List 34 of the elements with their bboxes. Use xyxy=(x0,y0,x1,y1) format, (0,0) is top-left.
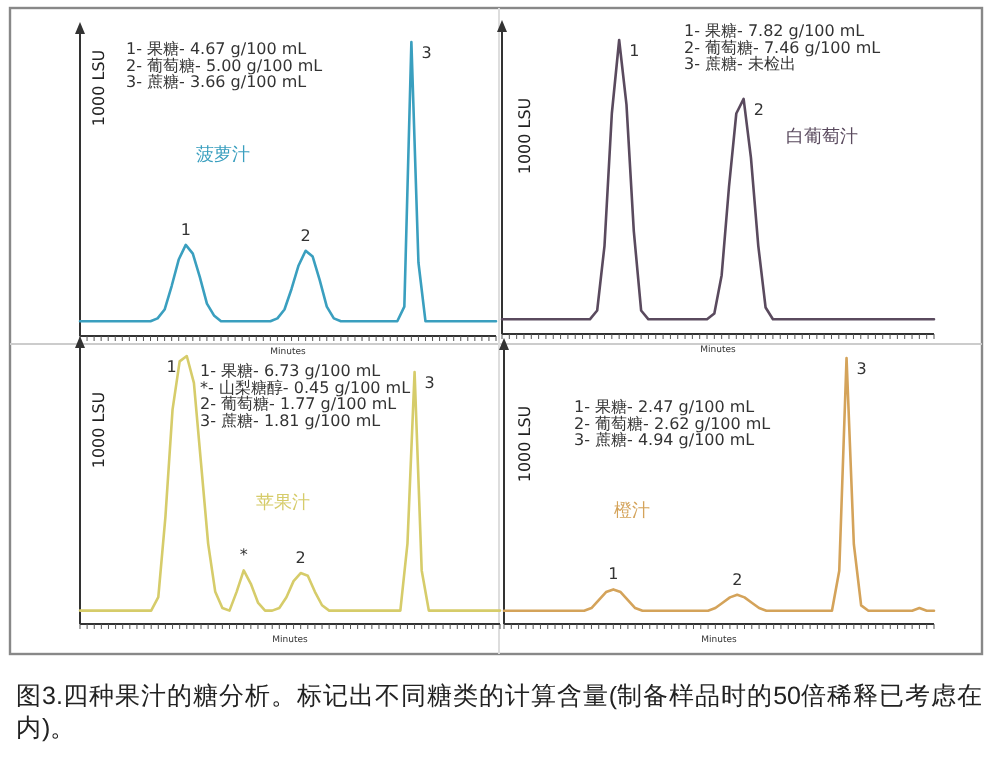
annotation: 1 xyxy=(166,358,177,376)
annotation: 1 xyxy=(180,220,191,239)
y-axis-title: 1000 LSU xyxy=(516,97,534,175)
annotation: 3 xyxy=(856,360,867,378)
annotation: *- 山梨糖醇- 0.45 g/100 mL xyxy=(200,378,412,397)
text: 橙汁 xyxy=(614,500,650,522)
annotation: 2- 葡萄糖- 7.46 g/100 mL xyxy=(684,38,882,57)
annotation: 3- 蔗糖- 1.81 g/100 mL xyxy=(200,411,382,430)
annotation: 2 xyxy=(753,100,764,119)
annotation: 1- 果糖- 7.82 g/100 mL xyxy=(684,22,866,40)
annotation: 3- 蔗糖- 未检出 xyxy=(684,55,796,74)
annotation: 2- 葡萄糖- 5.00 g/100 mL xyxy=(126,56,324,75)
annotation: 3- 蔗糖- 4.94 g/100 mL xyxy=(574,431,756,450)
annotation: 2 xyxy=(300,226,311,245)
annotation: 1- 果糖- 2.47 g/100 mL xyxy=(574,398,756,416)
annotation: 3- 蔗糖- 3.66 g/100 mL xyxy=(126,73,308,92)
text: 图3.四种果汁的糖分析。标记出不同糖类的计算含量(制备样品时的50倍稀释已考虑在内)。 xyxy=(16,680,985,744)
annotation: * xyxy=(239,546,248,565)
annotation: 1- 果糖- 6.73 g/100 mL xyxy=(200,362,382,380)
y-axis-title: 1000 LSU xyxy=(516,405,534,483)
annotation: 1- 果糖- 4.67 g/100 mL xyxy=(126,40,308,58)
annotation: 2- 葡萄糖- 2.62 g/100 mL xyxy=(574,414,772,433)
annotation: 1 xyxy=(629,42,640,60)
y-axis-title: 1000 LSU xyxy=(90,49,108,127)
annotation: 2- 葡萄糖- 1.77 g/100 mL xyxy=(200,395,398,414)
text: 菠萝汁 xyxy=(196,144,250,166)
annotation: 3 xyxy=(424,374,435,393)
y-axis-title: 1000 LSU xyxy=(90,391,108,469)
series-label: 白葡萄汁 xyxy=(786,126,858,148)
annotation: 1 xyxy=(608,565,619,584)
annotation: 2 xyxy=(295,549,306,568)
text: 苹果汁 xyxy=(256,492,310,514)
annotation: 2 xyxy=(732,570,743,589)
annotation: 3 xyxy=(421,44,432,62)
